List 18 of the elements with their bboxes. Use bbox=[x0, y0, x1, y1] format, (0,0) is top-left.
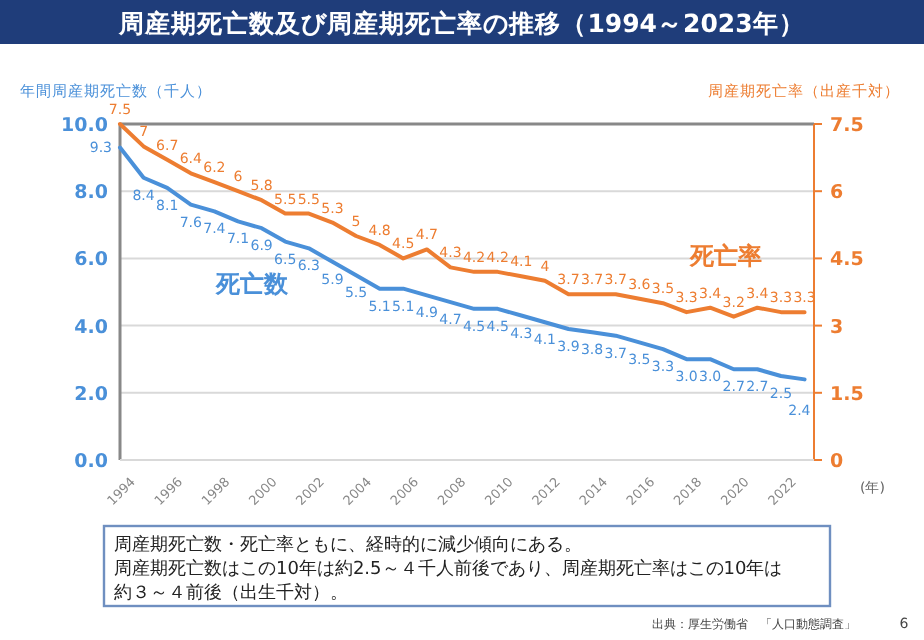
y2-tick-label: 1.5 bbox=[830, 383, 864, 406]
text: 周産期死亡数・死亡率ともに、経時的に減少傾向にある。 bbox=[114, 534, 582, 556]
series-label: 死亡数 bbox=[213, 270, 290, 299]
y-tick-label: 8.0 bbox=[74, 182, 109, 205]
y-tick-label: 6.0 bbox=[74, 249, 109, 272]
y2-tick-label: 3 bbox=[830, 316, 844, 339]
y2-tick-label: 7.5 bbox=[830, 115, 864, 137]
chart-title: 周産期死亡数及び周産期死亡率の推移（1994～2023年） bbox=[117, 8, 805, 38]
y-tick-label: 4.0 bbox=[74, 316, 109, 339]
text: 約３～４前後（出生千対）。 bbox=[114, 582, 348, 604]
text: 周産期死亡数はこの10年は約2.5～４千人前後であり、周産期死亡率はこの10年は bbox=[114, 558, 783, 580]
y-tick-label: 0.0 bbox=[74, 451, 109, 473]
y-tick-label: 10.0 bbox=[61, 115, 109, 137]
y2-tick-label: 0 bbox=[830, 451, 844, 473]
y2-tick-label: 6 bbox=[830, 182, 844, 205]
series-label: 死亡率 bbox=[688, 241, 763, 270]
y-tick-label: 2.0 bbox=[74, 383, 109, 406]
y2-tick-label: 4.5 bbox=[830, 249, 864, 272]
